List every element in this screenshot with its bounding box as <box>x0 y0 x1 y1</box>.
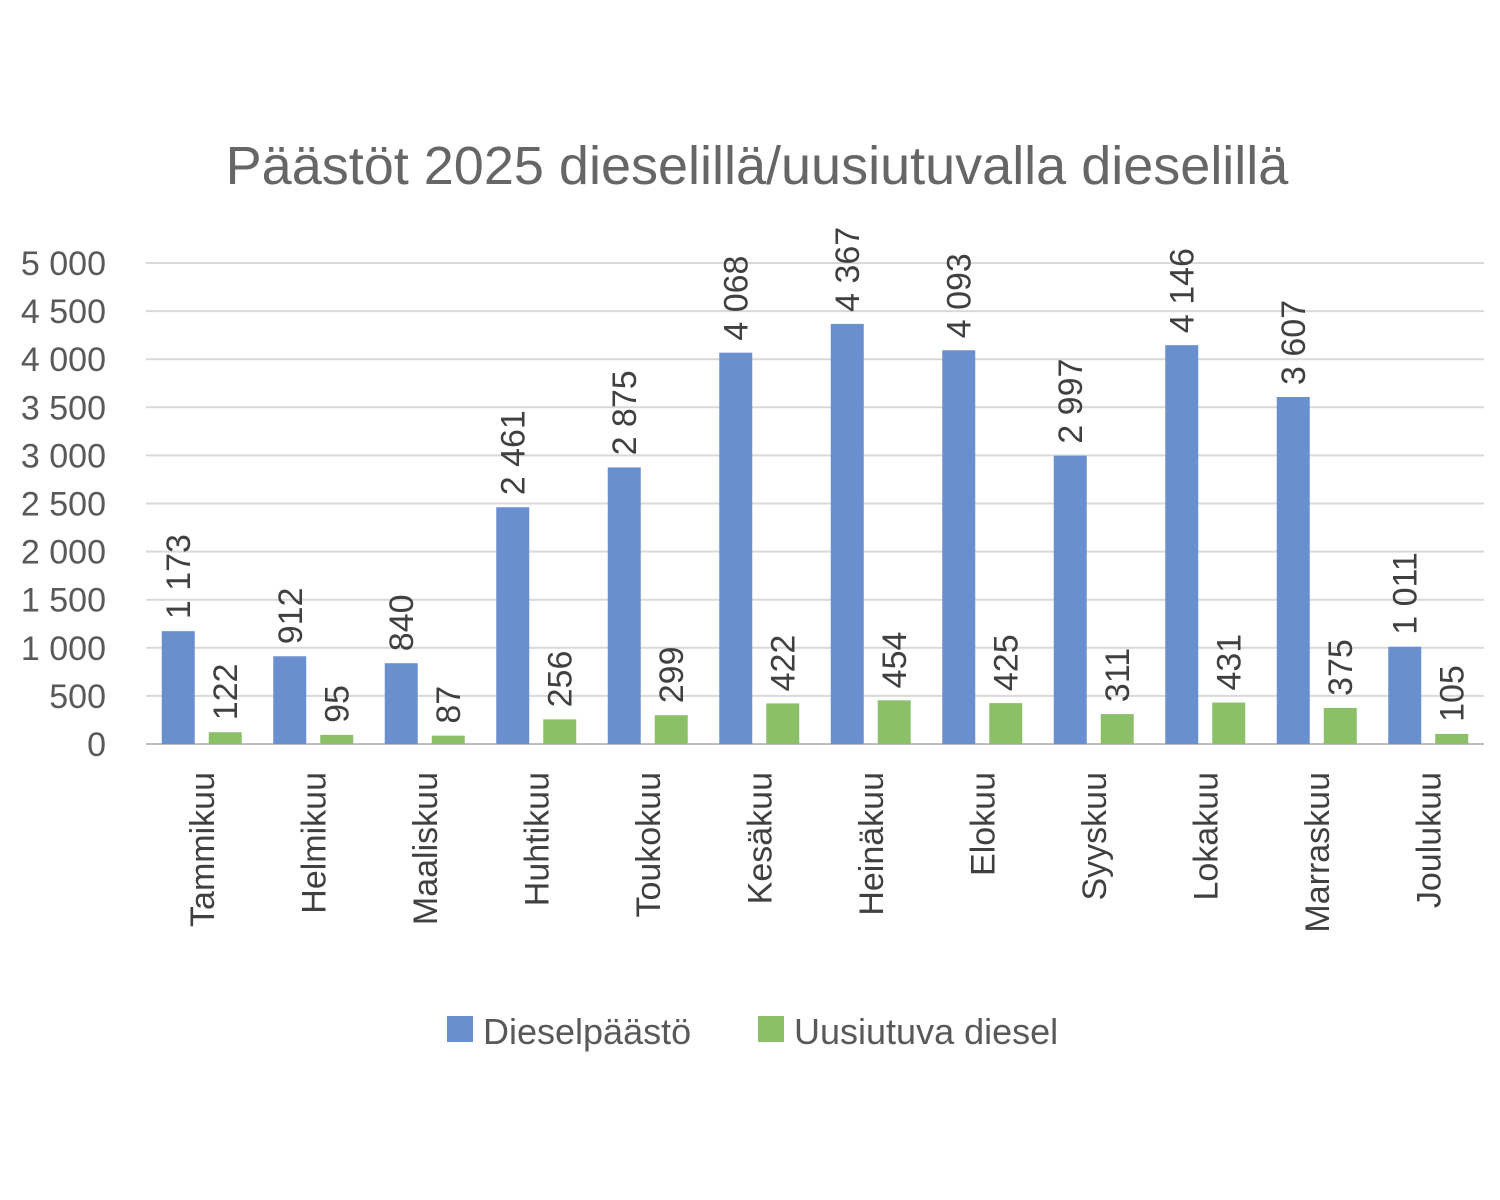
y-tick-label: 3 500 <box>21 389 106 427</box>
x-tick-label: Toukokuu <box>630 772 668 918</box>
bar-dieselpaasto <box>1388 646 1422 744</box>
y-tick-label: 0 <box>87 726 106 764</box>
legend: Dieselpäästö Uusiutuva diesel <box>447 1011 1058 1052</box>
data-label: 2 875 <box>606 370 644 455</box>
y-tick-label: 5 000 <box>21 245 106 283</box>
y-tick-label: 500 <box>49 678 106 716</box>
y-tick-label: 4 000 <box>21 341 106 379</box>
data-label: 1 173 <box>160 534 198 619</box>
x-tick-label: Maaliskuu <box>407 772 445 925</box>
x-tick-label: Huhtikuu <box>518 772 556 906</box>
x-tick-label: Tammikuu <box>184 772 222 927</box>
bar-dieselpaasto <box>273 656 307 744</box>
bar-dieselpaasto <box>942 350 976 744</box>
data-label: 422 <box>765 635 803 692</box>
legend-label-dieselpaasto: Dieselpäästö <box>483 1011 691 1052</box>
x-tick-label: Joulukuu <box>1410 772 1448 908</box>
x-tick-label: Heinäkuu <box>853 772 891 916</box>
x-tick-label: Helmikuu <box>295 772 333 914</box>
gridlines <box>146 262 1484 745</box>
data-label: 95 <box>319 685 357 723</box>
data-label: 4 093 <box>941 253 979 338</box>
data-label: 4 146 <box>1164 248 1202 333</box>
data-label: 299 <box>653 647 691 704</box>
bar-dieselpaasto <box>830 323 864 744</box>
x-tick-label: Marraskuu <box>1299 772 1337 933</box>
y-tick-label: 4 500 <box>21 293 106 331</box>
x-tick-label: Lokakuu <box>1187 772 1225 901</box>
data-label: 375 <box>1322 639 1360 696</box>
data-label: 311 <box>1099 648 1137 702</box>
data-label: 1 011 <box>1387 552 1425 635</box>
bar-uusiutuva-diesel <box>989 703 1023 744</box>
data-label: 4 367 <box>829 227 867 312</box>
bar-uusiutuva-diesel <box>1100 714 1134 744</box>
x-axis: Tammikuu Helmikuu Maaliskuu Huhtikuu Toukoku… <box>184 772 1449 933</box>
bar-uusiutuva-diesel <box>766 703 800 744</box>
data-label: 425 <box>988 634 1026 691</box>
data-label: 256 <box>542 651 580 708</box>
data-label: 840 <box>383 594 421 651</box>
data-label: 87 <box>430 686 468 724</box>
bar-uusiutuva-diesel <box>1323 707 1357 744</box>
y-tick-label: 3 000 <box>21 437 106 475</box>
data-label: 454 <box>876 632 914 689</box>
bar-uusiutuva-diesel <box>654 715 688 744</box>
bar-uusiutuva-diesel <box>431 735 465 744</box>
legend-swatch-uusiutuva-diesel <box>758 1016 784 1042</box>
bar-dieselpaasto <box>1053 455 1087 744</box>
bar-uusiutuva-diesel <box>1435 733 1469 744</box>
bar-uusiutuva-diesel <box>208 732 242 744</box>
data-label: 105 <box>1434 665 1472 722</box>
legend-swatch-dieselpaasto <box>447 1016 473 1042</box>
data-label: 912 <box>272 588 310 645</box>
bar-uusiutuva-diesel <box>543 719 577 744</box>
bar-uusiutuva-diesel <box>877 700 911 744</box>
bar-dieselpaasto <box>1276 397 1310 744</box>
x-tick-label: Kesäkuu <box>741 772 779 904</box>
data-label: 3 607 <box>1275 300 1313 385</box>
y-tick-label: 1 000 <box>21 630 106 668</box>
x-tick-label: Syyskuu <box>1076 772 1114 901</box>
bar-uusiutuva-diesel <box>320 734 354 744</box>
bar-dieselpaasto <box>384 663 418 744</box>
bar-dieselpaasto <box>607 467 641 744</box>
y-tick-label: 2 000 <box>21 534 106 572</box>
data-label: 431 <box>1211 634 1249 691</box>
data-label: 4 068 <box>718 256 756 341</box>
x-tick-label: Elokuu <box>964 772 1002 876</box>
legend-label-uusiutuva-diesel: Uusiutuva diesel <box>794 1011 1058 1052</box>
y-tick-label: 2 500 <box>21 486 106 524</box>
data-label: 2 997 <box>1052 359 1090 444</box>
data-label: 2 461 <box>495 410 533 495</box>
chart-title: Päästöt 2025 dieselillä/uusiutuvalla die… <box>226 136 1290 196</box>
y-tick-label: 1 500 <box>21 582 106 620</box>
data-label: 122 <box>207 664 245 721</box>
bar-dieselpaasto <box>161 631 195 744</box>
bars <box>161 323 1469 744</box>
bar-dieselpaasto <box>1165 345 1199 744</box>
bar-dieselpaasto <box>496 507 530 744</box>
y-axis: 0 500 1 000 1 500 2 000 2 500 3 000 3 500 4 000 4… <box>21 245 106 764</box>
bar-dieselpaasto <box>719 352 753 744</box>
bar-uusiutuva-diesel <box>1212 702 1246 744</box>
